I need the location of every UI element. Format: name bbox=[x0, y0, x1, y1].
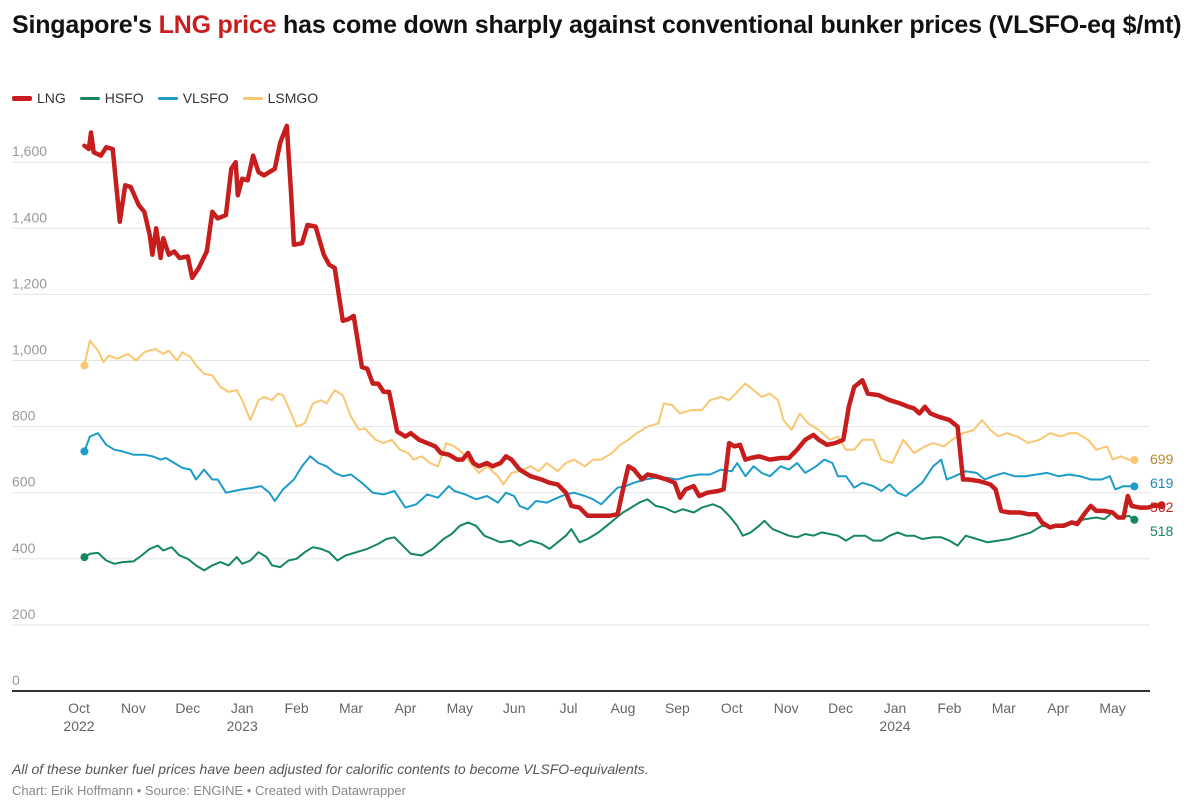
title-prefix: Singapore's bbox=[12, 11, 159, 39]
series-line-lng bbox=[82, 123, 1164, 530]
x-tick-label: Feb bbox=[937, 700, 961, 716]
legend-item-lsmgo: LSMGO bbox=[242, 90, 319, 106]
series-lines bbox=[80, 123, 1166, 572]
x-tick-label: Dec bbox=[828, 700, 853, 716]
y-tick-label: 400 bbox=[12, 540, 36, 556]
x-tick-label: Jun bbox=[503, 700, 526, 716]
x-tick-label: Mar bbox=[339, 700, 363, 716]
legend-swatch-lsmgo bbox=[242, 96, 263, 100]
legend-label-lng: LNG bbox=[37, 90, 66, 106]
x-tick-label: Sep bbox=[665, 700, 690, 716]
y-tick-label: 600 bbox=[12, 474, 36, 490]
legend-swatch-lng bbox=[12, 95, 32, 101]
end-point-lng bbox=[1157, 501, 1166, 510]
chart-note: All of these bunker fuel prices have bee… bbox=[12, 761, 649, 777]
end-point-lsmgo bbox=[1130, 455, 1139, 464]
legend-item-lng: LNG bbox=[12, 90, 66, 106]
x-tick-year-label: 2022 bbox=[63, 718, 94, 734]
start-point-hsfo bbox=[80, 553, 89, 562]
legend-label-lsmgo: LSMGO bbox=[267, 90, 319, 106]
x-tick-label: Jan bbox=[884, 700, 907, 716]
end-label-hsfo: 518 bbox=[1150, 523, 1174, 539]
legend-swatch-hsfo bbox=[79, 96, 100, 100]
end-point-hsfo bbox=[1130, 515, 1139, 524]
start-point-vlsfo bbox=[80, 447, 89, 456]
series-line-hsfo bbox=[83, 498, 1136, 572]
y-tick-label: 800 bbox=[12, 408, 36, 424]
y-tick-label: 1,000 bbox=[12, 342, 47, 358]
x-tick-label: Aug bbox=[611, 700, 636, 716]
gridlines bbox=[12, 161, 1150, 692]
end-labels: 699 619 518 562 bbox=[1150, 451, 1174, 539]
end-point-vlsfo bbox=[1130, 482, 1139, 491]
x-tick-label: Mar bbox=[992, 700, 1016, 716]
legend: LNG HSFO VLSFO LSMGO bbox=[12, 90, 318, 106]
series-line-lsmgo bbox=[83, 339, 1136, 486]
x-tick-label: Nov bbox=[121, 700, 146, 716]
y-tick-label: 0 bbox=[12, 672, 20, 688]
legend-label-vlsfo: VLSFO bbox=[182, 90, 229, 106]
x-tick-year-label: 2024 bbox=[879, 718, 910, 734]
start-point-lsmgo bbox=[80, 361, 89, 370]
x-tick-label: Apr bbox=[395, 700, 417, 716]
y-tick-label: 1,400 bbox=[12, 209, 47, 225]
series-line-vlsfo bbox=[83, 432, 1136, 511]
y-axis: 0 200 400 600 800 1,000 1,200 1,400 1,600 bbox=[12, 143, 47, 688]
y-tick-label: 1,600 bbox=[12, 143, 47, 159]
end-label-vlsfo: 619 bbox=[1150, 475, 1174, 491]
end-label-lng: 562 bbox=[1150, 499, 1174, 515]
chart-source: Chart: Erik Hoffmann • Source: ENGINE • … bbox=[12, 783, 406, 798]
x-tick-label: Jul bbox=[560, 700, 578, 716]
chart-title: Singapore's LNG price has come down shar… bbox=[12, 10, 1192, 41]
x-tick-label: Oct bbox=[68, 700, 90, 716]
legend-swatch-vlsfo bbox=[157, 96, 178, 100]
legend-label-hsfo: HSFO bbox=[104, 90, 144, 106]
x-tick-label: Dec bbox=[175, 700, 200, 716]
y-tick-label: 1,200 bbox=[12, 275, 47, 291]
x-tick-label: Feb bbox=[285, 700, 309, 716]
legend-item-hsfo: HSFO bbox=[79, 90, 144, 106]
title-suffix: has come down sharply against convention… bbox=[276, 11, 1182, 39]
y-tick-label: 200 bbox=[12, 606, 36, 622]
x-tick-label: Nov bbox=[774, 700, 799, 716]
x-tick-label: May bbox=[447, 700, 473, 716]
x-tick-label: Oct bbox=[721, 700, 743, 716]
x-tick-year-label: 2023 bbox=[227, 718, 258, 734]
title-highlight: LNG price bbox=[158, 11, 277, 39]
x-tick-label: Apr bbox=[1047, 700, 1069, 716]
x-tick-label: May bbox=[1099, 700, 1125, 716]
x-axis: Oct 2022 Nov Dec Jan 2023 Feb Mar Apr May Jun Jul Au… bbox=[63, 700, 1125, 734]
x-tick-label: Jan bbox=[231, 700, 254, 716]
end-label-lsmgo: 699 bbox=[1150, 451, 1174, 467]
legend-item-vlsfo: VLSFO bbox=[157, 90, 229, 106]
